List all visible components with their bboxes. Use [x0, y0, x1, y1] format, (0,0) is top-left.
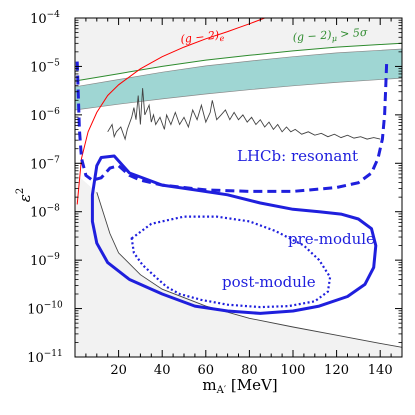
x-tick-label: 40	[154, 363, 171, 378]
x-tick-label: 20	[110, 363, 127, 378]
x-axis-ticks: 20 40 60 80 100 120 140	[85, 18, 393, 378]
ge-annotation: (g − 2)e	[180, 28, 225, 48]
x-tick-label: 80	[241, 363, 258, 378]
excluded-region-top	[75, 18, 402, 81]
y-tick-label: 10−9	[30, 252, 60, 269]
x-tick-label: 60	[198, 363, 215, 378]
ge-line	[76, 18, 265, 205]
lhcb-premodule-curve	[90, 154, 378, 315]
x-tick-label: 140	[368, 363, 393, 378]
gmu-line	[75, 42, 402, 82]
gmu-annotation: (g − 2)μ > 5σ	[292, 26, 368, 46]
premodule-annotation: pre-module	[288, 230, 375, 248]
y-tick-label: 10−5	[30, 58, 60, 75]
y-tick-label: 10−11	[27, 349, 63, 366]
gmu-band	[75, 48, 402, 111]
x-tick-label: 120	[324, 363, 349, 378]
postmodule-annotation: post-module	[222, 273, 316, 291]
x-axis-title: mA′ [MeV]	[202, 376, 277, 396]
plot-area	[74, 17, 403, 358]
excluded-region-bottom	[75, 172, 402, 357]
y-tick-label: 10−10	[27, 301, 63, 318]
beam-dump-limit-line	[96, 192, 402, 348]
resonant-annotation: LHCb: resonant	[237, 147, 358, 165]
y-axis-title: ε2	[15, 188, 34, 202]
y-tick-label: 10−6	[30, 107, 60, 124]
y-tick-label: 10−8	[30, 204, 60, 221]
searches-limit-line	[107, 88, 381, 141]
y-axis-ticks: 10−11 10−10 10−9 10−8 10−7 10−6 10−5 10−4	[27, 10, 402, 366]
y-tick-label: 10−7	[30, 155, 60, 172]
x-tick-label: 100	[281, 363, 306, 378]
y-tick-label: 10−4	[30, 10, 60, 27]
